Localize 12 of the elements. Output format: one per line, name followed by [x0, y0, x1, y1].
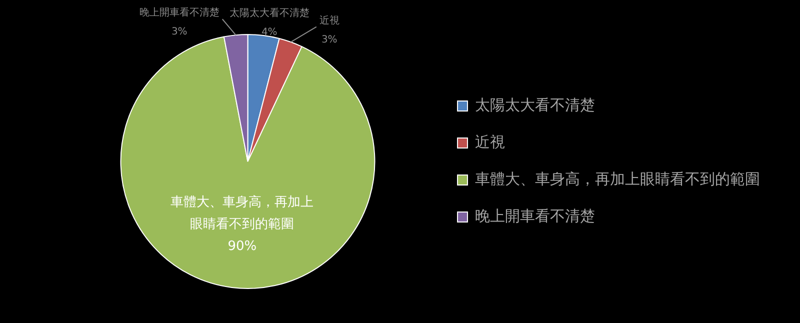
slice-label: 車體大、車身高，再加上眼睛看不到的範圍 [170, 194, 314, 232]
data-label: 3% [321, 34, 338, 46]
legend-label: 近視 [475, 132, 505, 151]
slice-label: 晚上開車看不清楚 [139, 6, 220, 19]
slice-label: 太陽太大看不清楚 [229, 7, 310, 20]
legend-label: 車體大、車身高，再加上眼睛看不到的範圍 [475, 170, 760, 188]
slice-label: 近視 [319, 14, 340, 26]
legend-label: 晚上開車看不清楚 [475, 206, 595, 225]
legend-label: 太陽太大看不清楚 [475, 96, 595, 114]
data-label: 4% [261, 27, 278, 38]
data-label: 90% [228, 238, 257, 254]
data-label: 3% [171, 26, 188, 38]
